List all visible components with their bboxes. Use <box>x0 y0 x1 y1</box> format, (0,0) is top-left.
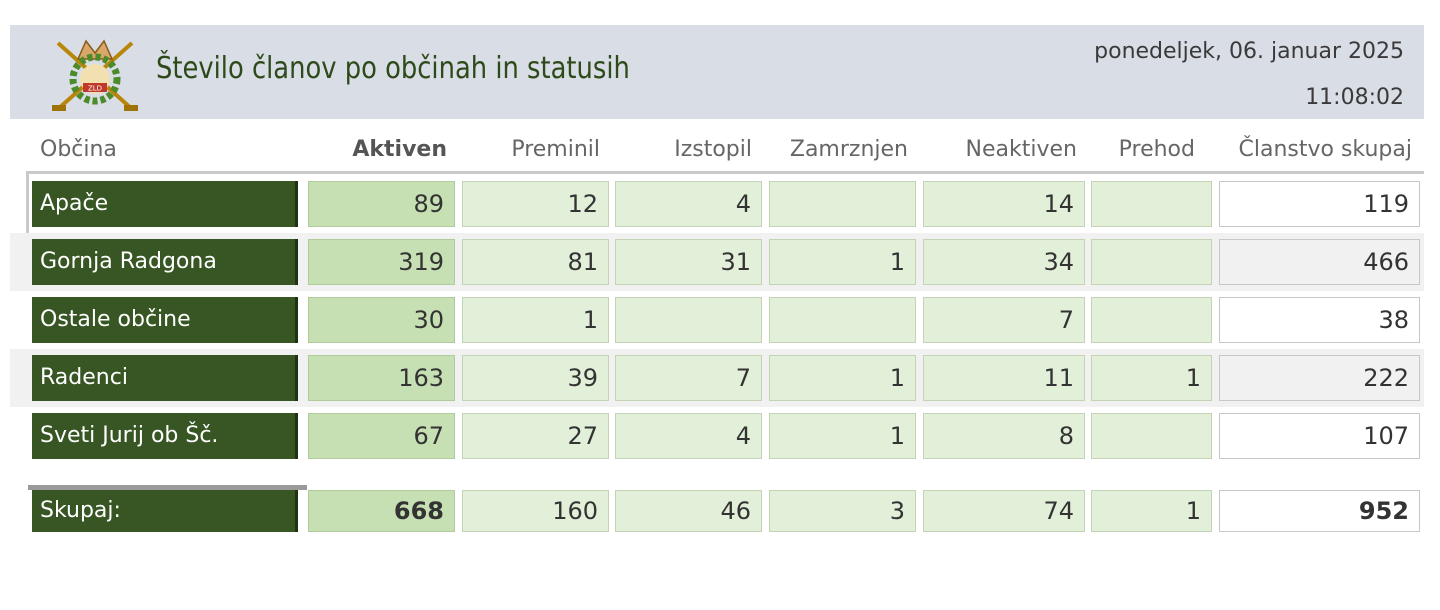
total-cell-prehod: 1 <box>1091 490 1212 532</box>
cell-aktiven: 319 <box>308 239 455 285</box>
total-row-label: Skupaj: <box>32 490 298 532</box>
cell-aktiven: 163 <box>308 355 455 401</box>
cell-zamrznjen: 1 <box>769 355 916 401</box>
row-obcina-name: Gornja Radgona <box>32 239 298 285</box>
cell-preminil: 1 <box>462 297 609 343</box>
report-date: ponedeljek, 06. januar 2025 <box>1094 39 1404 64</box>
cell-izstopil: 4 <box>615 181 762 227</box>
column-header-prehod: Prehod <box>1118 137 1195 162</box>
cell-zamrznjen: 1 <box>769 413 916 459</box>
cell-izstopil: 4 <box>615 413 762 459</box>
row-obcina-name: Ostale občine <box>32 297 298 343</box>
emblem-text: ZLD <box>88 85 102 93</box>
cell-prehod <box>1091 181 1212 227</box>
column-header-zamrznjen: Zamrznjen <box>789 137 908 162</box>
column-header-preminil: Preminil <box>511 137 600 162</box>
column-header-aktiven: Aktiven <box>352 137 447 162</box>
cell-zamrznjen <box>769 297 916 343</box>
cell-prehod: 1 <box>1091 355 1212 401</box>
cell-neaktiven: 8 <box>923 413 1085 459</box>
row-obcina-name: Radenci <box>32 355 298 401</box>
cell-aktiven: 67 <box>308 413 455 459</box>
row-obcina-name: Apače <box>32 181 298 227</box>
cell-preminil: 27 <box>462 413 609 459</box>
report-header: ZLD Število članov po občinah in statusi… <box>10 25 1424 119</box>
cell-preminil: 12 <box>462 181 609 227</box>
cell-skupaj: 466 <box>1219 239 1420 285</box>
cell-skupaj: 222 <box>1219 355 1420 401</box>
column-header-neaktiven: Neaktiven <box>965 137 1077 162</box>
cell-neaktiven: 34 <box>923 239 1085 285</box>
total-cell-preminil: 160 <box>462 490 609 532</box>
column-header-skupaj: Članstvo skupaj <box>1238 137 1413 162</box>
cell-skupaj: 38 <box>1219 297 1420 343</box>
cell-aktiven: 89 <box>308 181 455 227</box>
cell-preminil: 81 <box>462 239 609 285</box>
cell-izstopil: 7 <box>615 355 762 401</box>
cell-aktiven: 30 <box>308 297 455 343</box>
cell-prehod <box>1091 297 1212 343</box>
cell-izstopil: 31 <box>615 239 762 285</box>
cell-neaktiven: 11 <box>923 355 1085 401</box>
page-title: Število članov po občinah in statusih <box>156 51 630 86</box>
cell-zamrznjen: 1 <box>769 239 916 285</box>
column-header-izstopil: Izstopil <box>674 137 752 162</box>
total-cell-izstopil: 46 <box>615 490 762 532</box>
row-obcina-name: Sveti Jurij ob Šč. <box>32 413 298 459</box>
header-divider <box>28 171 1424 174</box>
total-cell-aktiven: 668 <box>308 490 455 532</box>
total-cell-skupaj: 952 <box>1219 490 1420 532</box>
cell-zamrznjen <box>769 181 916 227</box>
report-time: 11:08:02 <box>1305 85 1404 110</box>
cell-prehod <box>1091 413 1212 459</box>
cell-neaktiven: 14 <box>923 181 1085 227</box>
cell-preminil: 39 <box>462 355 609 401</box>
cell-neaktiven: 7 <box>923 297 1085 343</box>
table-left-rule <box>26 171 29 291</box>
cell-prehod <box>1091 239 1212 285</box>
cell-izstopil <box>615 297 762 343</box>
column-header-obcina: Občina <box>40 137 117 162</box>
total-cell-zamrznjen: 3 <box>769 490 916 532</box>
total-cell-neaktiven: 74 <box>923 490 1085 532</box>
total-separator <box>28 485 307 490</box>
hunters-association-emblem-icon: ZLD <box>52 39 138 111</box>
cell-skupaj: 119 <box>1219 181 1420 227</box>
cell-skupaj: 107 <box>1219 413 1420 459</box>
